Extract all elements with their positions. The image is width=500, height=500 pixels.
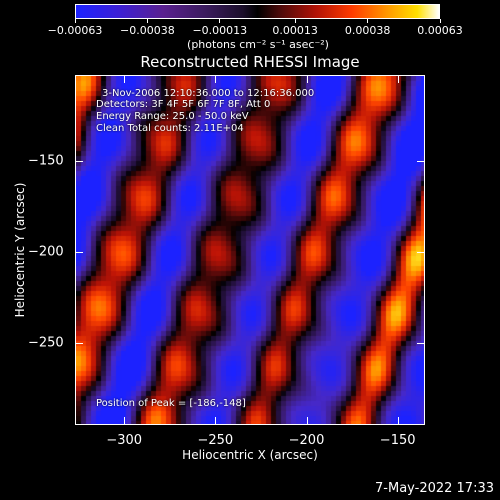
colorbar-tick-mark	[146, 19, 148, 23]
x-tick-mark	[397, 417, 399, 425]
colorbar	[75, 4, 440, 19]
plot-area: 3-Nov-2006 12:10:36.000 to 12:16:36.000 …	[75, 75, 425, 425]
x-tick-mark	[215, 75, 217, 83]
y-tick-mark	[417, 342, 425, 344]
x-tick-mark	[124, 75, 126, 83]
x-tick-label: −250	[197, 433, 234, 448]
x-tick-mark	[124, 417, 126, 425]
colorbar-tick-label: 0.00013	[272, 24, 318, 37]
timestamp: 7-May-2022 17:33	[375, 481, 494, 496]
colorbar-tick-mark	[294, 19, 296, 23]
x-tick-mark	[397, 75, 399, 83]
colorbar-tick-label: −0.00063	[47, 24, 103, 37]
y-tick-mark	[75, 251, 83, 253]
colorbar-tick-mark	[439, 19, 441, 23]
y-tick-mark	[417, 160, 425, 162]
x-tick-mark	[306, 417, 308, 425]
y-axis-label: Heliocentric Y (arcsec)	[13, 182, 27, 318]
colorbar-tick-mark	[219, 19, 221, 23]
x-tick-label: −150	[379, 433, 416, 448]
y-tick-mark	[75, 160, 83, 162]
colorbar-tick-label: −0.00038	[120, 24, 175, 37]
annotation-energy: Energy Range: 25.0 - 50.0 keV	[96, 111, 249, 122]
x-tick-label: −200	[288, 433, 325, 448]
colorbar-tick-mark	[74, 19, 76, 23]
x-tick-mark	[215, 417, 217, 425]
y-tick-label: −200	[28, 244, 64, 260]
annotation-detectors: Detectors: 3F 4F 5F 6F 7F 8F, Att 0	[96, 99, 271, 110]
colorbar-tick-mark	[367, 19, 369, 23]
x-tick-label: −300	[106, 433, 143, 448]
annotation-peak: Position of Peak = [-186,-148]	[96, 398, 246, 409]
y-tick-label: −250	[28, 335, 64, 351]
colorbar-tick-label: 0.00038	[344, 24, 391, 37]
y-tick-mark	[75, 342, 83, 344]
x-axis-label: Heliocentric X (arcsec)	[182, 448, 318, 462]
annotation-method: Clean Total counts: 2.11E+04	[96, 123, 244, 134]
colorbar-unit: (photons cm⁻² s⁻¹ asec⁻²)	[187, 38, 329, 51]
x-tick-mark	[306, 75, 308, 83]
colorbar-tick-label: −0.00013	[192, 24, 248, 37]
annotation-time: 3-Nov-2006 12:10:36.000 to 12:16:36.000	[102, 88, 315, 99]
colorbar-tick-label: 0.00063	[417, 24, 463, 37]
y-tick-label: −150	[28, 153, 64, 169]
y-tick-mark	[417, 251, 425, 253]
heatmap-image	[76, 76, 424, 424]
chart-title: Reconstructed RHESSI Image	[140, 53, 360, 71]
